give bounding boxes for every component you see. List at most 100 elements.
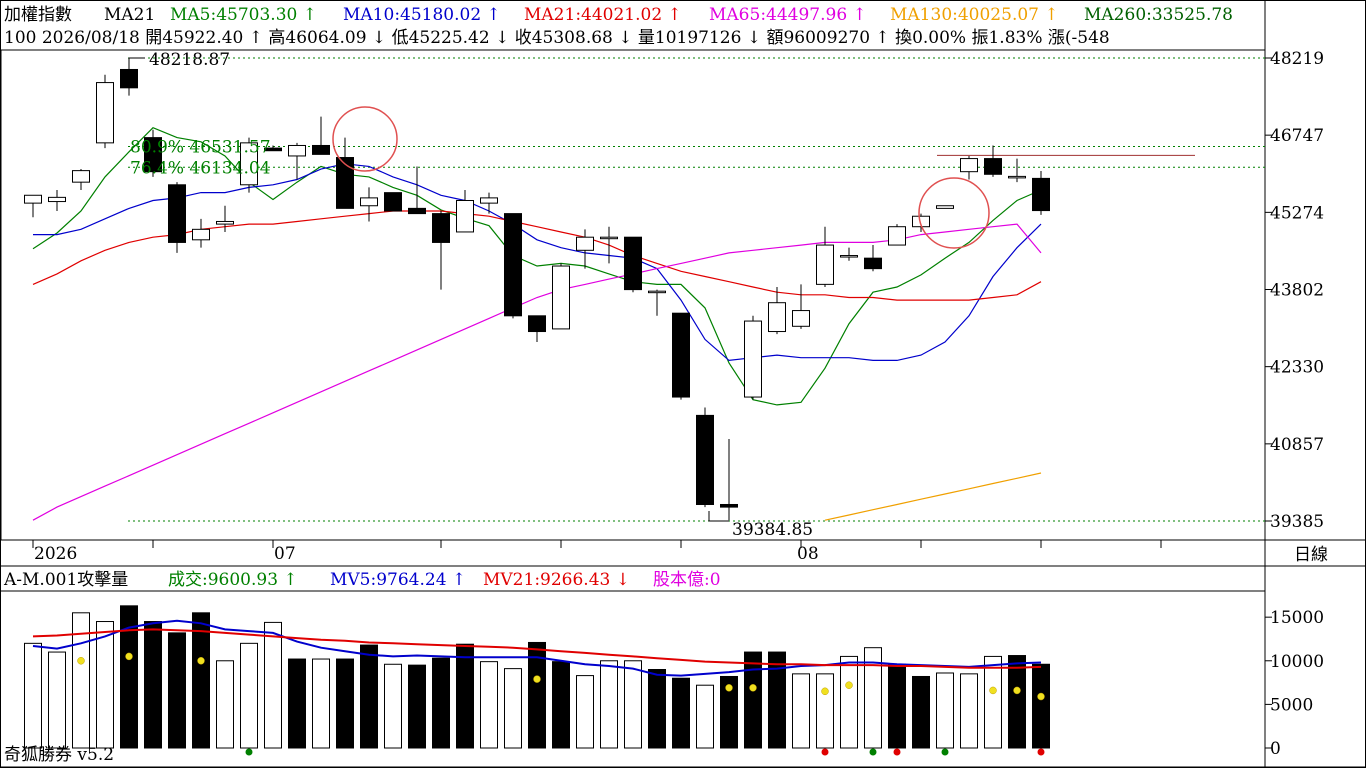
candlestick[interactable] [144, 129, 162, 177]
y-tick-label: 42330 [1270, 358, 1324, 378]
candlestick[interactable] [720, 438, 738, 521]
volume-bar[interactable] [936, 672, 954, 749]
candlestick[interactable] [384, 192, 402, 212]
volume-bar[interactable] [888, 663, 906, 749]
candlestick[interactable] [576, 229, 594, 269]
volume-bar[interactable] [528, 641, 546, 749]
volume-bar[interactable] [168, 632, 186, 749]
candle-body-up [648, 290, 666, 294]
volume-bar[interactable] [24, 642, 42, 749]
volume-bar[interactable] [312, 658, 330, 749]
candlestick[interactable] [432, 210, 450, 290]
volume-bar[interactable] [120, 605, 138, 749]
candlestick[interactable] [816, 226, 834, 287]
volume-bar[interactable] [240, 642, 258, 749]
volume-bar[interactable] [432, 657, 450, 749]
volume-bar[interactable] [648, 669, 666, 749]
volume-bar[interactable] [816, 673, 834, 749]
volume-bar[interactable] [288, 658, 306, 749]
candlestick[interactable] [360, 187, 378, 222]
volume-bar[interactable] [456, 643, 474, 749]
volume-bar[interactable] [216, 660, 234, 749]
volume-bar[interactable] [912, 675, 930, 749]
candlestick[interactable] [840, 247, 858, 261]
candlestick[interactable] [552, 263, 570, 330]
volume-bar[interactable] [600, 660, 618, 749]
candlestick[interactable] [528, 315, 546, 343]
y-tick-label: 40857 [1270, 435, 1324, 455]
volume-bar[interactable] [1008, 655, 1026, 749]
candle-body-down [144, 137, 162, 173]
candlestick[interactable] [24, 194, 42, 218]
candlestick[interactable] [696, 407, 714, 508]
candlestick[interactable] [480, 192, 498, 214]
volume-bar[interactable] [840, 655, 858, 749]
volume-bar[interactable] [72, 612, 90, 749]
volume-bar[interactable] [864, 647, 882, 749]
candlestick[interactable] [48, 190, 66, 211]
candlestick[interactable] [312, 116, 330, 155]
volume-bar[interactable] [624, 660, 642, 749]
volume-bar[interactable] [696, 684, 714, 749]
candlestick[interactable] [768, 286, 786, 335]
candle-body-down [336, 157, 354, 209]
fib-76-label: 76.4% 46134.04 [130, 158, 271, 178]
candle-body-up [744, 320, 762, 398]
volume-bar[interactable] [144, 621, 162, 749]
volume-bar[interactable] [96, 621, 114, 749]
volume-bar[interactable] [960, 673, 978, 749]
volume-bar[interactable] [576, 675, 594, 749]
candlestick[interactable] [192, 218, 210, 248]
candlestick[interactable] [1032, 170, 1050, 215]
volume-bar[interactable] [984, 655, 1002, 749]
volume-bar[interactable] [360, 644, 378, 749]
ma-line [32, 126, 1042, 406]
candlestick[interactable] [336, 137, 354, 209]
volume-bar[interactable] [504, 668, 522, 749]
volume-bar[interactable] [744, 651, 762, 749]
volume-bar[interactable] [192, 612, 210, 749]
candlestick[interactable] [288, 142, 306, 180]
volume-bar[interactable] [720, 675, 738, 749]
candlestick[interactable] [504, 213, 522, 319]
volume-bar[interactable] [672, 677, 690, 749]
volume-bar[interactable] [264, 621, 282, 749]
volume-bar[interactable] [768, 651, 786, 749]
candle-body-down [696, 414, 714, 505]
volume-bars[interactable] [24, 605, 1050, 749]
volume-bar[interactable] [1032, 663, 1050, 749]
volume-marker-dot [1037, 748, 1045, 756]
candlestick[interactable] [936, 205, 954, 209]
candlestick[interactable] [72, 169, 90, 191]
candlestick[interactable] [456, 190, 474, 233]
candlestick[interactable] [864, 245, 882, 272]
candlestick[interactable] [408, 166, 426, 215]
candlestick[interactable] [96, 74, 114, 149]
candlestick[interactable] [648, 289, 666, 316]
volume-bar[interactable] [552, 661, 570, 749]
volume-bar[interactable] [408, 664, 426, 749]
volume-bar[interactable] [48, 651, 66, 749]
volume-bar[interactable] [480, 661, 498, 749]
candlestick[interactable] [216, 205, 234, 232]
candlestick[interactable] [672, 312, 690, 400]
candlestick[interactable] [792, 284, 810, 329]
candlestick[interactable] [1008, 158, 1026, 183]
candlestick[interactable] [264, 145, 282, 152]
candlestick[interactable] [600, 226, 618, 264]
candlestick[interactable] [984, 145, 1002, 177]
candlestick[interactable] [624, 236, 642, 293]
candlestick[interactable] [240, 137, 258, 193]
period-label[interactable]: 日線 [1294, 545, 1328, 565]
volume-signal-dot [989, 686, 997, 695]
chart-title: 加權指數 [4, 5, 72, 25]
candlestick[interactable] [960, 155, 978, 180]
volume-bar[interactable] [336, 658, 354, 749]
candlestick[interactable] [168, 182, 186, 253]
candlestick[interactable] [888, 224, 906, 246]
candlestick[interactable] [744, 315, 762, 400]
volume-bar[interactable] [384, 663, 402, 749]
volume-signal-dot [821, 687, 829, 696]
volume-bar[interactable] [792, 673, 810, 749]
volume-marker-dot [893, 748, 901, 756]
